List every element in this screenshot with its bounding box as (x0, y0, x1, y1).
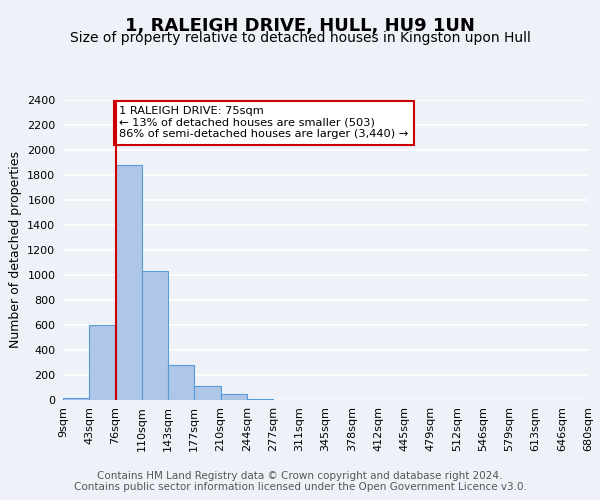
Text: 1 RALEIGH DRIVE: 75sqm
← 13% of detached houses are smaller (503)
86% of semi-de: 1 RALEIGH DRIVE: 75sqm ← 13% of detached… (119, 106, 409, 140)
Y-axis label: Number of detached properties: Number of detached properties (8, 152, 22, 348)
Text: Contains HM Land Registry data © Crown copyright and database right 2024.
Contai: Contains HM Land Registry data © Crown c… (74, 471, 526, 492)
Bar (115, 165, 142, 400)
Bar (89, 325, 115, 400)
Bar (194, 386, 221, 400)
Bar (168, 365, 194, 400)
Bar (142, 271, 168, 400)
Text: Size of property relative to detached houses in Kingston upon Hull: Size of property relative to detached ho… (70, 31, 530, 45)
Text: 1, RALEIGH DRIVE, HULL, HU9 1UN: 1, RALEIGH DRIVE, HULL, HU9 1UN (125, 18, 475, 36)
Bar (221, 394, 247, 400)
Bar (63, 398, 89, 400)
